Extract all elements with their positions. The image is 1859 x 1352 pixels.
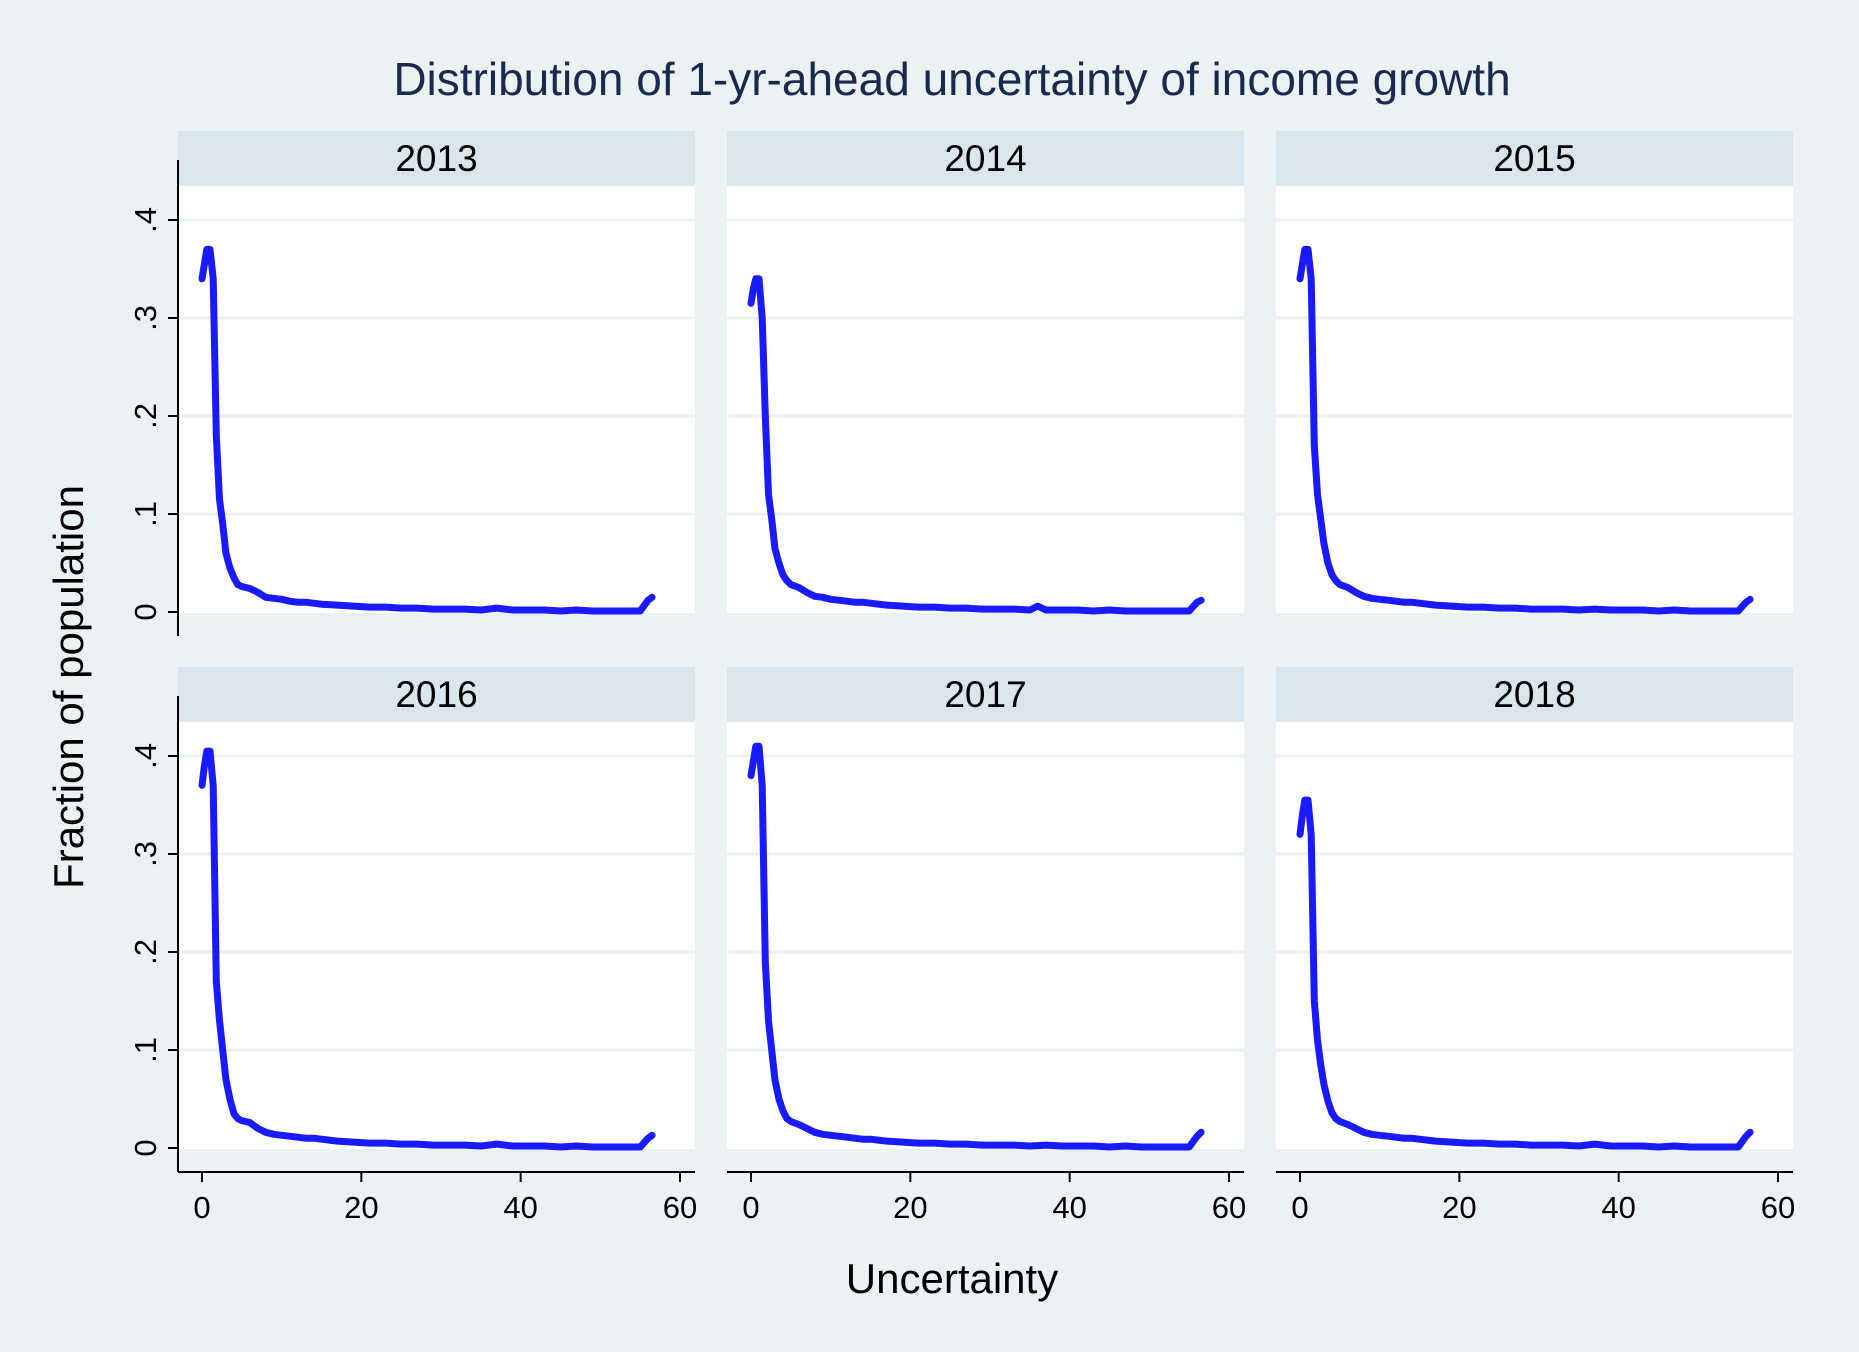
x-tick-label: 40 — [503, 1190, 537, 1225]
x-tick-label: 60 — [1212, 1190, 1246, 1225]
y-tick-label: 0 — [128, 1139, 163, 1156]
x-tick-label: 40 — [1601, 1190, 1635, 1225]
panel-strip — [727, 131, 1244, 186]
facet-panels: 2013 0 .1 .2 .3 .4 2014 2015 2016 0 .1 .2 .3 .4 0 20 40 6… — [128, 131, 1795, 1225]
panel-plot-area — [727, 722, 1244, 1149]
y-tick-label: .4 — [128, 743, 163, 769]
panel-plot-area — [727, 186, 1244, 613]
y-tick-label: .3 — [128, 305, 163, 331]
x-tick-label: 0 — [1291, 1190, 1308, 1225]
panel-2015: 2015 — [1276, 131, 1793, 615]
series-line-2014 — [747, 275, 1205, 615]
panel-strip — [1276, 131, 1793, 186]
panel-plot-area — [178, 186, 695, 613]
y-tick-label: .1 — [128, 1037, 163, 1063]
series-line-2015 — [1296, 245, 1754, 615]
panel-strip-label: 2018 — [1493, 674, 1575, 715]
x-tick-label: 20 — [1442, 1190, 1476, 1225]
y-tick-label: .4 — [128, 207, 163, 233]
panel-2018: 2018 0 20 40 60 — [1276, 667, 1795, 1225]
panel-2013: 2013 0 .1 .2 .3 .4 — [128, 131, 695, 636]
series-line-2013 — [198, 245, 656, 615]
y-tick-label: 0 — [128, 603, 163, 620]
y-tick-label: .2 — [128, 939, 163, 965]
x-tick-label: 0 — [193, 1190, 210, 1225]
y-tick-label: .2 — [128, 403, 163, 429]
x-tick-label: 60 — [1761, 1190, 1795, 1225]
y-tick-label: .3 — [128, 841, 163, 867]
panel-strip — [178, 667, 695, 722]
y-axis-title: Fraction of population — [45, 485, 92, 889]
panel-strip-label: 2016 — [395, 674, 477, 715]
panel-plot-area — [178, 722, 695, 1149]
panel-2016: 2016 0 .1 .2 .3 .4 0 20 40 60 — [128, 667, 697, 1225]
panel-2017: 2017 0 20 40 60 — [727, 667, 1246, 1225]
x-axis-title: Uncertainty — [846, 1255, 1058, 1302]
x-tick-label: 20 — [344, 1190, 378, 1225]
panel-strip — [178, 131, 695, 186]
panel-strip-label: 2015 — [1493, 138, 1575, 179]
series-line-2017 — [747, 742, 1205, 1151]
x-tick-label: 20 — [893, 1190, 927, 1225]
panel-strip-label: 2014 — [944, 138, 1026, 179]
panel-plot-area — [1276, 722, 1793, 1149]
y-tick-label: .1 — [128, 501, 163, 527]
x-tick-label: 0 — [742, 1190, 759, 1225]
panel-strip-label: 2013 — [395, 138, 477, 179]
series-line-2018 — [1296, 796, 1754, 1151]
x-tick-label: 40 — [1052, 1190, 1086, 1225]
panel-strip — [727, 667, 1244, 722]
panel-strip — [1276, 667, 1793, 722]
x-tick-label: 60 — [663, 1190, 697, 1225]
series-line-2016 — [198, 747, 656, 1151]
panel-2014: 2014 — [727, 131, 1244, 615]
panel-strip-label: 2017 — [944, 674, 1026, 715]
chart-title: Distribution of 1-yr-ahead uncertainty o… — [393, 53, 1510, 105]
panel-plot-area — [1276, 186, 1793, 613]
